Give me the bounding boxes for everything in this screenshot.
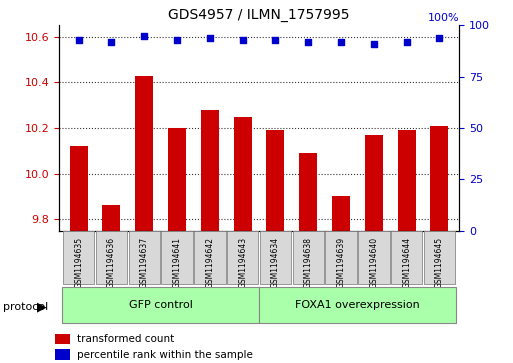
Point — [304, 39, 312, 45]
Bar — [54, 334, 70, 344]
Text: GSM1194636: GSM1194636 — [107, 237, 116, 288]
FancyBboxPatch shape — [260, 231, 291, 285]
Text: GSM1194641: GSM1194641 — [172, 237, 182, 288]
FancyBboxPatch shape — [391, 231, 422, 285]
Text: GSM1194638: GSM1194638 — [304, 237, 313, 288]
Point — [403, 39, 411, 45]
Point — [140, 33, 148, 38]
Text: ▶: ▶ — [37, 300, 47, 313]
Point — [271, 37, 280, 43]
FancyBboxPatch shape — [194, 231, 226, 285]
Bar — [168, 128, 186, 231]
Bar — [299, 153, 317, 231]
FancyBboxPatch shape — [161, 231, 193, 285]
Text: GSM1194634: GSM1194634 — [271, 237, 280, 288]
Text: 100%: 100% — [427, 13, 459, 23]
Text: GSM1194640: GSM1194640 — [369, 237, 379, 288]
Text: FOXA1 overexpression: FOXA1 overexpression — [295, 300, 420, 310]
Text: percentile rank within the sample: percentile rank within the sample — [77, 350, 253, 359]
Title: GDS4957 / ILMN_1757995: GDS4957 / ILMN_1757995 — [168, 8, 350, 22]
FancyBboxPatch shape — [63, 231, 94, 285]
Bar — [365, 135, 383, 231]
Text: GSM1194639: GSM1194639 — [337, 237, 346, 288]
Point — [107, 39, 115, 45]
Bar — [70, 146, 88, 231]
Text: GSM1194635: GSM1194635 — [74, 237, 83, 288]
FancyBboxPatch shape — [259, 287, 456, 323]
FancyBboxPatch shape — [129, 231, 160, 285]
Bar — [135, 76, 153, 231]
Point — [436, 35, 444, 41]
Point — [370, 41, 378, 47]
FancyBboxPatch shape — [424, 231, 455, 285]
Text: protocol: protocol — [3, 302, 48, 312]
Point — [239, 37, 247, 43]
FancyBboxPatch shape — [62, 287, 259, 323]
Text: GSM1194642: GSM1194642 — [205, 237, 214, 288]
Text: GSM1194644: GSM1194644 — [402, 237, 411, 288]
Bar — [233, 117, 252, 231]
Point — [173, 37, 181, 43]
Point — [206, 35, 214, 41]
Text: GSM1194643: GSM1194643 — [238, 237, 247, 288]
Text: GSM1194637: GSM1194637 — [140, 237, 149, 288]
Text: transformed count: transformed count — [77, 334, 174, 344]
Bar — [54, 349, 70, 360]
Point — [74, 37, 83, 43]
Bar — [430, 126, 448, 231]
FancyBboxPatch shape — [292, 231, 324, 285]
Bar — [201, 110, 219, 231]
Bar — [332, 196, 350, 231]
Text: GFP control: GFP control — [129, 300, 192, 310]
FancyBboxPatch shape — [358, 231, 389, 285]
Text: GSM1194645: GSM1194645 — [435, 237, 444, 288]
FancyBboxPatch shape — [96, 231, 127, 285]
Bar — [398, 130, 416, 231]
FancyBboxPatch shape — [227, 231, 259, 285]
Bar — [266, 130, 285, 231]
FancyBboxPatch shape — [325, 231, 357, 285]
Bar — [103, 205, 121, 231]
Point — [337, 39, 345, 45]
